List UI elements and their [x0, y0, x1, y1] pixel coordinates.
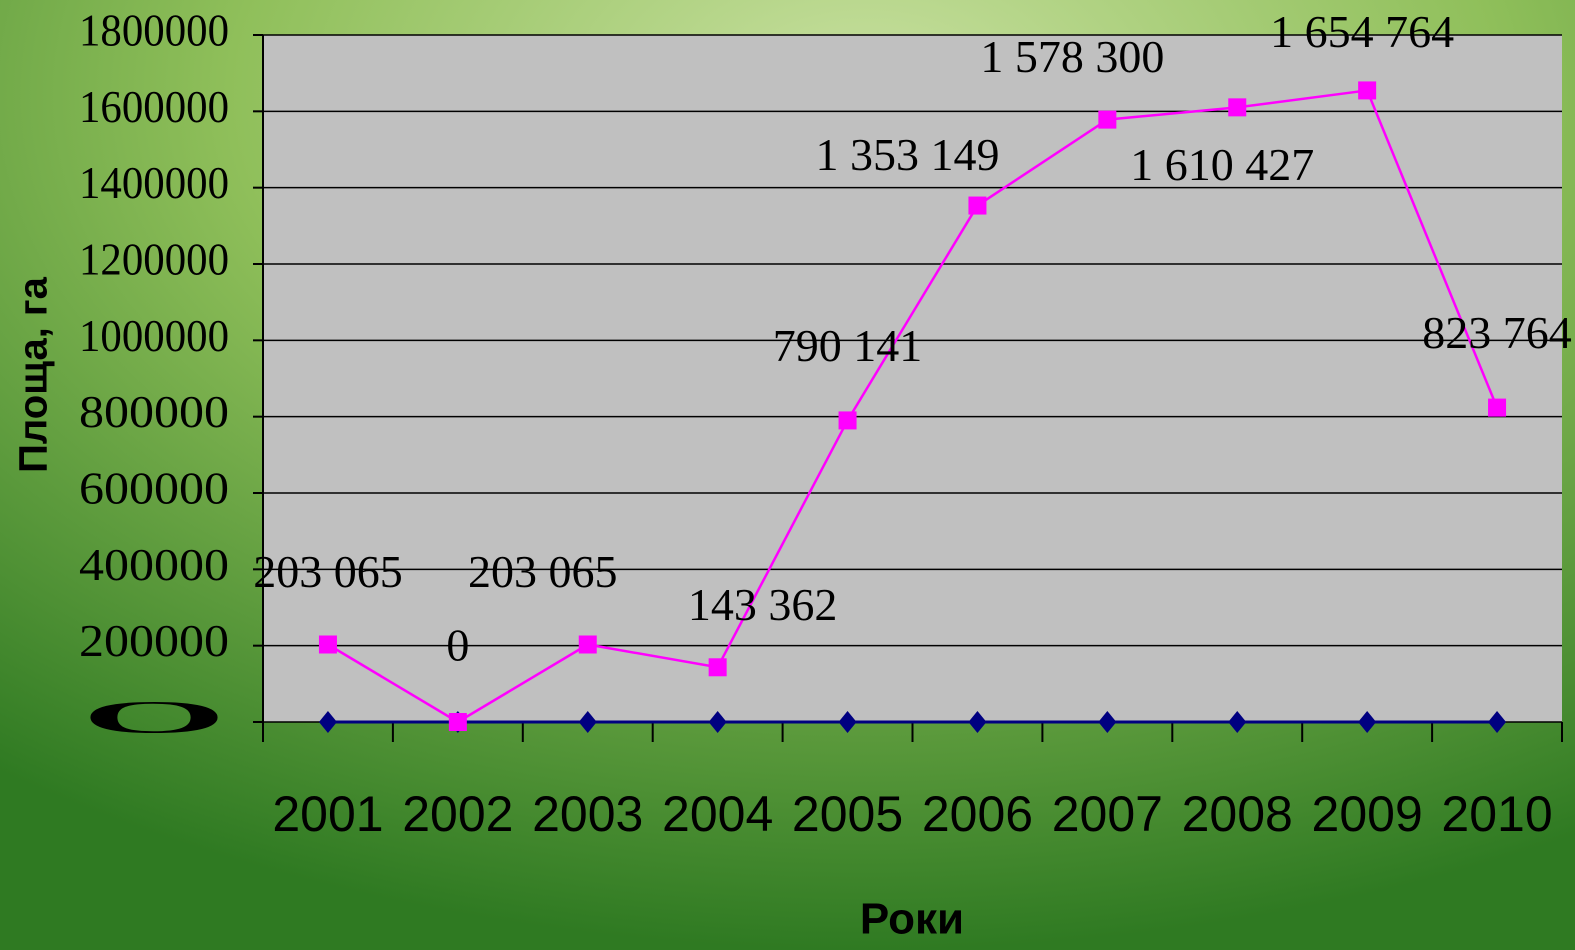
data-label: 1 353 149 [815, 129, 999, 180]
data-label: 1 654 764 [1270, 6, 1454, 57]
x-tick-label: 2009 [1312, 786, 1423, 842]
data-label: 790 141 [773, 320, 923, 371]
y-tick-label: 600000 [79, 463, 229, 514]
x-tick-label: 2008 [1182, 786, 1293, 842]
y-tick-label: 800000 [79, 386, 229, 437]
marker [318, 711, 337, 733]
y-tick-label: 1200000 [79, 234, 229, 285]
marker [1228, 711, 1247, 733]
marker [1098, 110, 1117, 129]
y-axis-title: Площа, га [12, 276, 56, 472]
x-tick-label: 2006 [922, 786, 1033, 842]
x-tick-label: 2004 [662, 786, 773, 842]
data-label: 203 065 [468, 546, 618, 597]
data-label: 823 764 [1422, 307, 1572, 358]
marker [708, 658, 727, 677]
marker [968, 711, 987, 733]
marker [708, 711, 727, 733]
data-label: 143 362 [688, 579, 838, 630]
x-tick-label: 2003 [532, 786, 643, 842]
x-axis-title: Роки [860, 895, 964, 944]
marker [1098, 711, 1117, 733]
marker [838, 411, 857, 430]
x-tick-label: 2010 [1441, 786, 1552, 842]
data-label: 1 610 427 [1130, 139, 1314, 190]
y-tick-label: 400000 [79, 539, 229, 590]
marker [318, 635, 337, 654]
marker [1358, 711, 1377, 733]
marker [968, 196, 987, 215]
y-tick-label: 200000 [79, 615, 229, 666]
marker [1488, 711, 1507, 733]
y-tick-label: 1400000 [79, 157, 229, 208]
marker [1358, 81, 1377, 100]
x-tick-label: 2002 [402, 786, 513, 842]
marker [448, 713, 467, 731]
marker [578, 635, 597, 654]
data-label: 0 [446, 620, 469, 671]
data-label: 203 065 [253, 546, 403, 597]
y-tick-label: 0 [79, 692, 229, 743]
x-tick-label: 2001 [272, 786, 383, 842]
marker [1228, 98, 1247, 117]
x-tick-label: 2005 [792, 786, 903, 842]
marker [1488, 398, 1507, 417]
data-label: 1 578 300 [980, 31, 1164, 82]
marker [838, 711, 857, 733]
y-tick-label: 1800000 [79, 5, 229, 56]
marker [578, 711, 597, 733]
plot-area [263, 35, 1562, 722]
y-tick-label: 1600000 [79, 81, 229, 132]
y-tick-label: 1000000 [79, 310, 229, 361]
x-tick-label: 2007 [1052, 786, 1163, 842]
series-line [327, 89, 1499, 724]
